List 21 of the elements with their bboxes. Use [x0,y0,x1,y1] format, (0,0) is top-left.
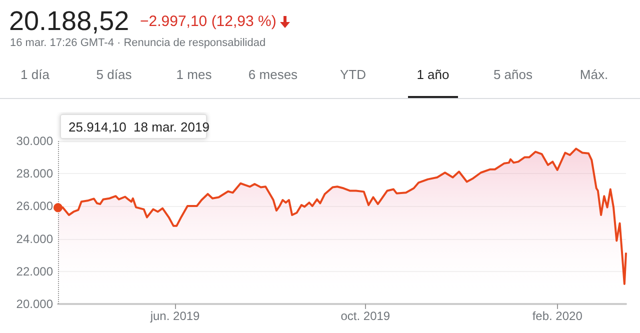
chart-title: 20.188,52 [9,6,130,37]
text: 1 día [20,67,50,82]
text: 1 mes [175,67,213,82]
y-tick-label: 22.000 [16,264,54,278]
x-tick-label: feb. 2020 [532,309,583,323]
text: 16 mar. 17:26 GMT-4 · Renuncia de responsabilidad [10,37,266,49]
chart-subtitle: −2.997,10 (12,93 %) [140,13,276,30]
text: Máx. [578,67,610,82]
y-tick-label: 30.000 [16,134,54,148]
text: 1 año [416,67,450,82]
y-tick-label: 28.000 [16,166,54,181]
text: 25.914,10 18 mar. 2019 [68,120,210,134]
x-tick-label: jun. 2019 [149,309,200,323]
text: YTD [339,67,367,82]
text: 5 años [492,67,534,82]
y-tick-label: 26.000 [16,199,54,214]
y-tick-label: 24.000 [16,232,54,246]
x-tick-label: oct. 2019 [340,309,390,323]
text: 6 meses [247,67,299,82]
y-tick-label: 20.000 [16,297,54,311]
text: 5 días [95,67,133,82]
